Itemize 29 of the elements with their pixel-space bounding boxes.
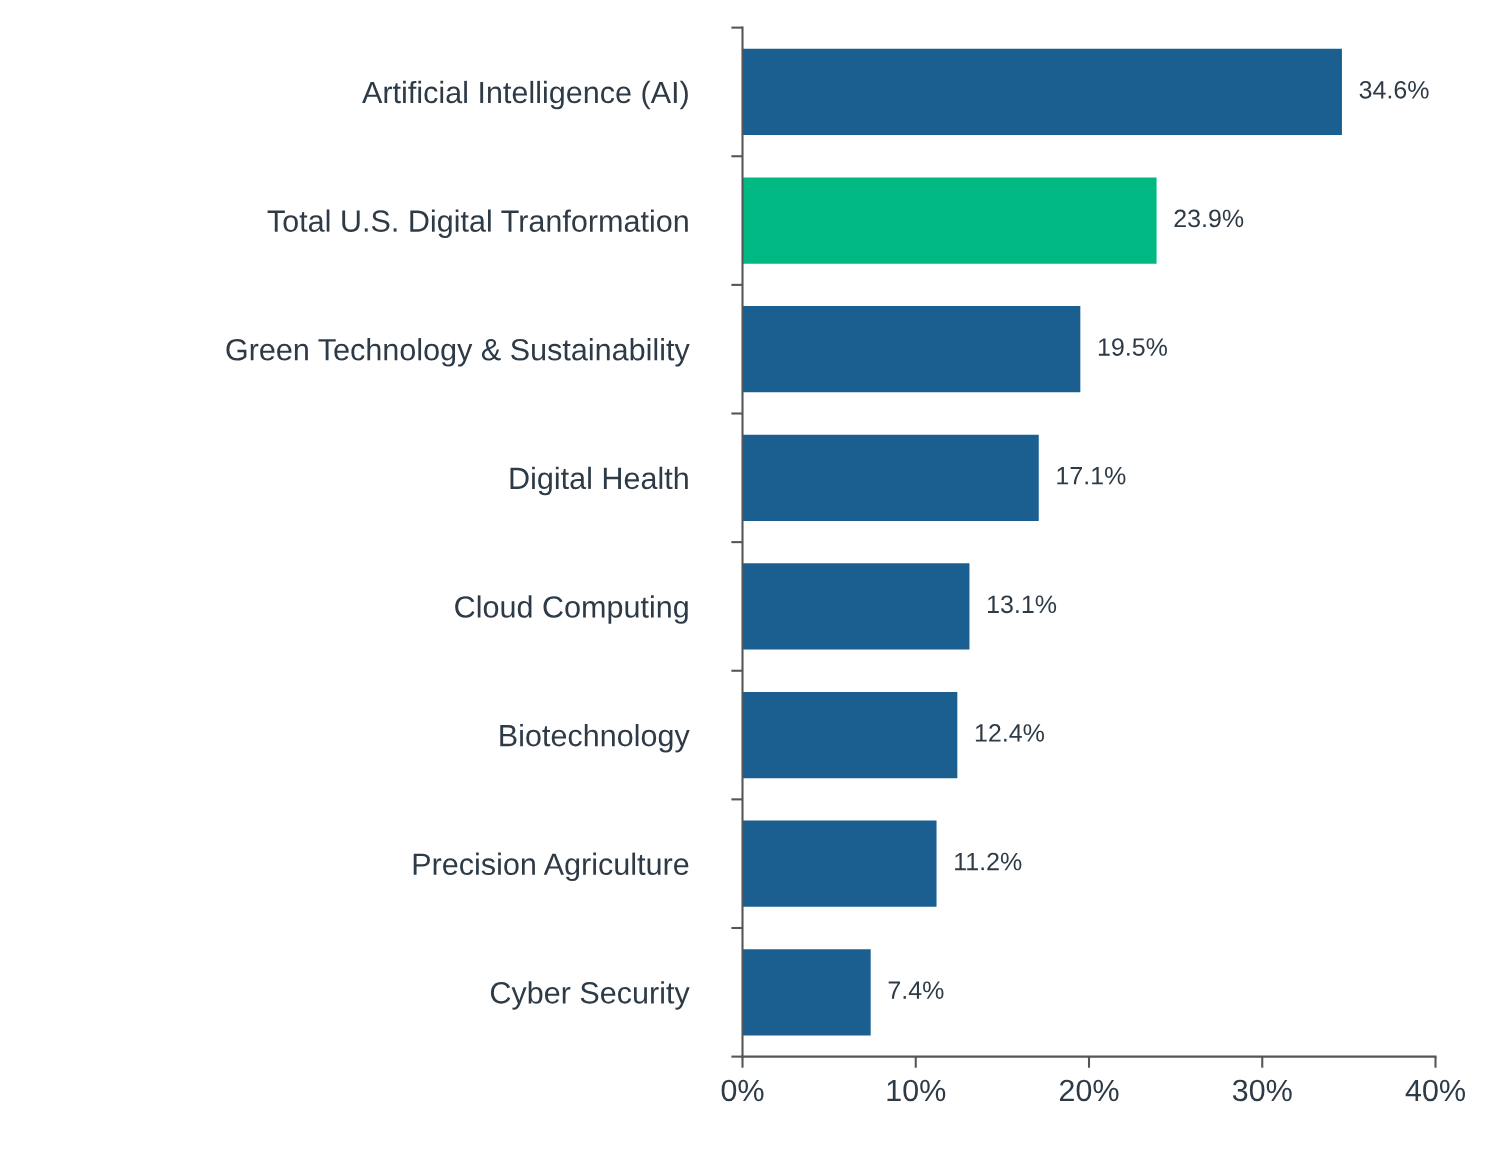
- data-label: 17.1%: [1057, 466, 1126, 485]
- bar: [742, 434, 1039, 521]
- x-tick-label: 10%: [887, 1079, 946, 1102]
- y-tick-label: Precision Agriculture: [413, 852, 689, 882]
- y-tick-label: Cloud Computing: [455, 595, 688, 624]
- data-label: 19.5%: [1098, 338, 1167, 356]
- bar: [742, 691, 958, 779]
- data-label: 23.9%: [1174, 209, 1244, 228]
- data-label: 12.4%: [975, 724, 1044, 742]
- y-tick-label: Total U.S. Digital Tranformation: [267, 209, 688, 238]
- bar: [742, 306, 1081, 393]
- y-tick-label: Artificial Intelligence (AI): [362, 80, 688, 110]
- x-tick-label: 0%: [721, 1079, 764, 1102]
- x-tick-label: 30%: [1232, 1079, 1292, 1102]
- data-label: 34.6%: [1359, 80, 1429, 99]
- x-tick-label: 40%: [1405, 1079, 1465, 1102]
- y-tick-label: Biotechnology: [500, 723, 690, 753]
- bar: [742, 48, 1342, 136]
- data-label: 11.2%: [955, 852, 1022, 871]
- y-tick-label: Green Technology & Sustainability: [226, 338, 690, 367]
- x-tick-label: 20%: [1059, 1079, 1119, 1102]
- bar: [742, 949, 871, 1036]
- y-tick-label: Digital Health: [510, 466, 688, 496]
- data-label: 7.4%: [888, 981, 944, 999]
- bar: [742, 820, 937, 907]
- bar: [742, 563, 970, 650]
- bar: [742, 177, 1157, 264]
- y-tick-label: Cyber Security: [490, 981, 690, 1010]
- data-label: 13.1%: [988, 595, 1057, 614]
